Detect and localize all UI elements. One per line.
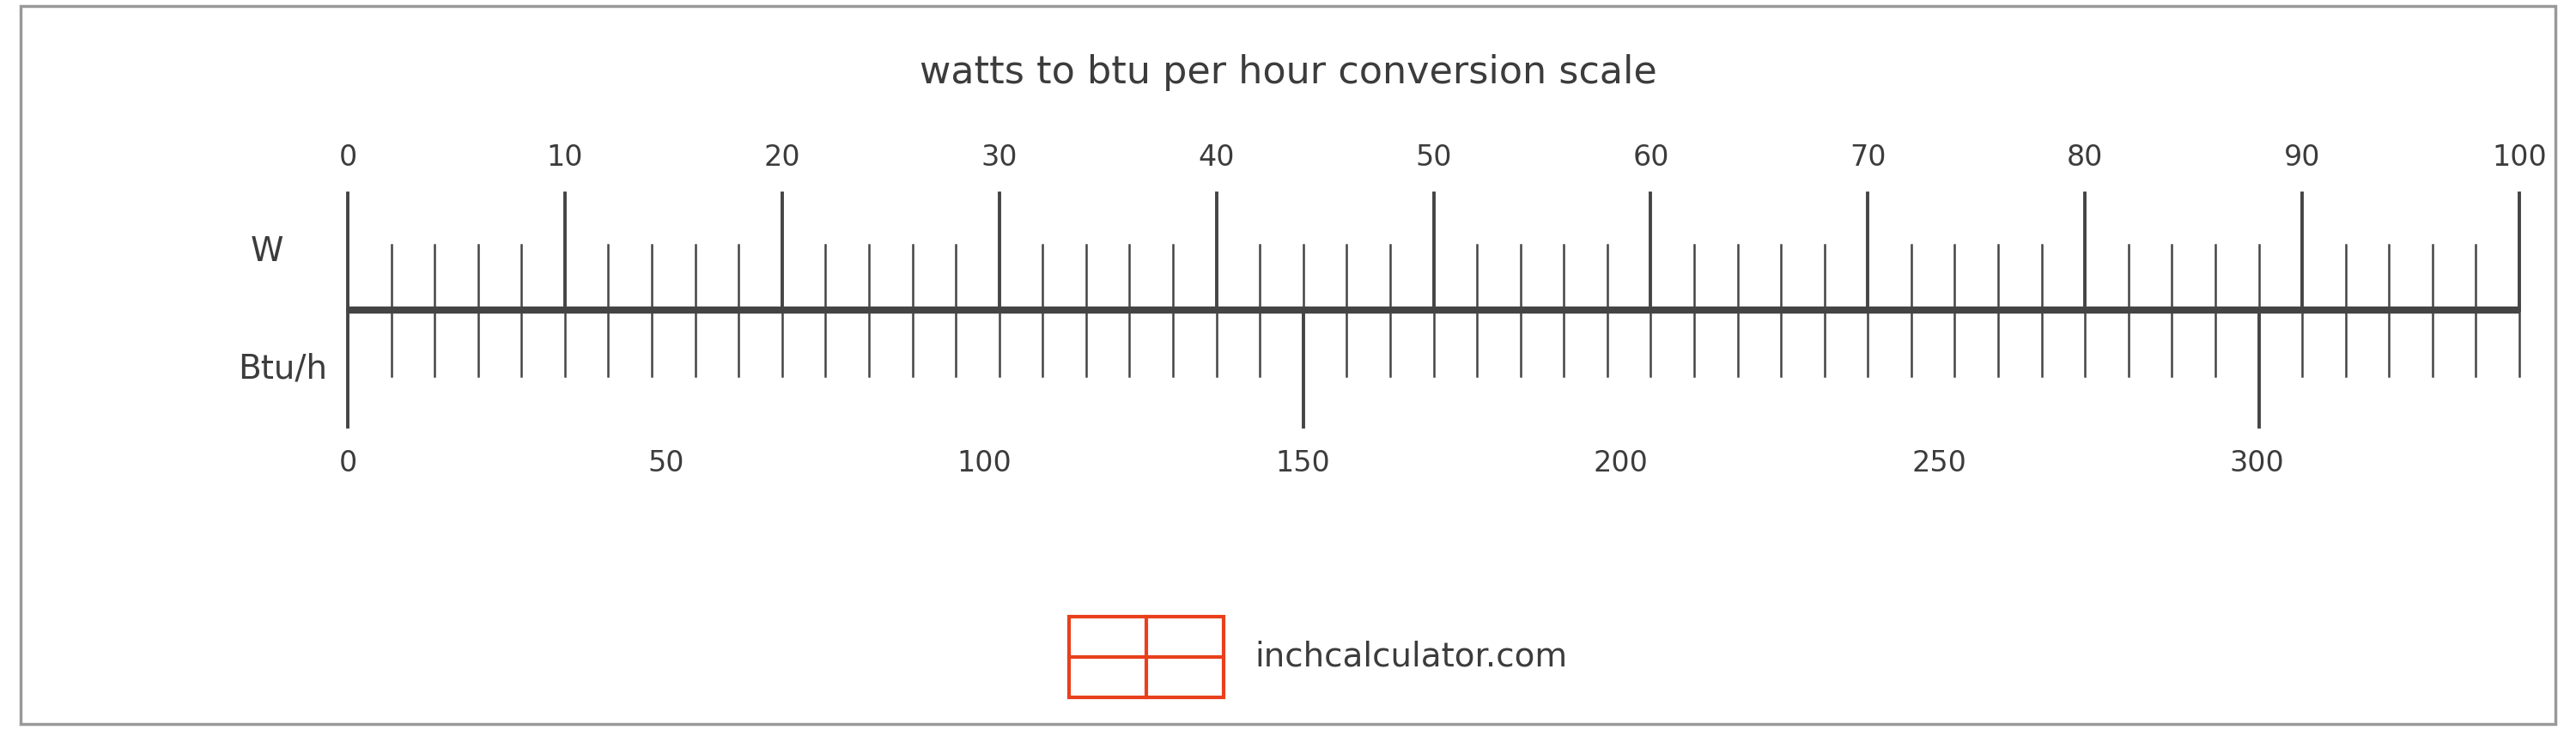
Text: W: W <box>250 236 283 268</box>
Text: inchcalculator.com: inchcalculator.com <box>1255 641 1566 673</box>
Text: 40: 40 <box>1198 143 1234 172</box>
Text: 50: 50 <box>1414 143 1453 172</box>
Text: Btu/h: Btu/h <box>237 353 327 385</box>
Text: 50: 50 <box>647 449 685 477</box>
Text: 100: 100 <box>2491 143 2548 172</box>
Text: 20: 20 <box>762 143 801 172</box>
Text: 0: 0 <box>337 449 358 477</box>
Text: watts to btu per hour conversion scale: watts to btu per hour conversion scale <box>920 55 1656 91</box>
Text: 200: 200 <box>1592 449 1649 477</box>
Text: 10: 10 <box>546 143 582 172</box>
Text: 60: 60 <box>1633 143 1669 172</box>
Bar <box>1069 617 1224 697</box>
Text: 90: 90 <box>2285 143 2321 172</box>
Text: 150: 150 <box>1275 449 1329 477</box>
Text: 250: 250 <box>1911 449 1965 477</box>
Text: 0: 0 <box>337 143 358 172</box>
Text: 70: 70 <box>1850 143 1886 172</box>
Text: 80: 80 <box>2066 143 2102 172</box>
Text: 30: 30 <box>981 143 1018 172</box>
Text: 300: 300 <box>2231 449 2285 477</box>
Text: 100: 100 <box>956 449 1012 477</box>
